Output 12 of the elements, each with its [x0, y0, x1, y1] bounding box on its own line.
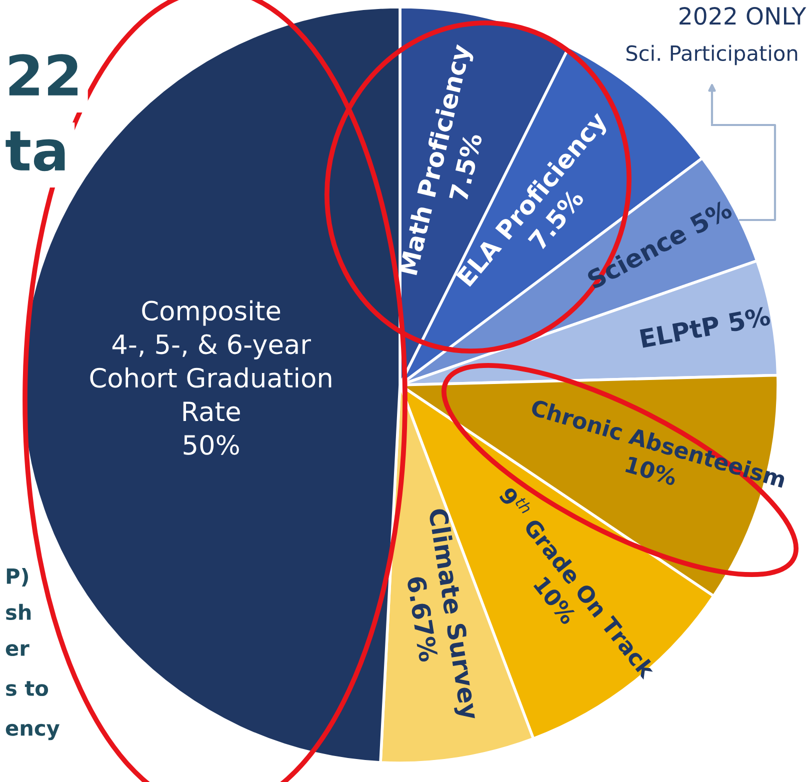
data-label: 50% [184, 434, 239, 455]
text: ta [6, 131, 65, 172]
text: 2022 ONLY [680, 6, 806, 25]
slice-label: ELPtP 5% [640, 306, 771, 348]
text: P) [6, 568, 28, 586]
text: ency [6, 724, 60, 740]
text: 22 [9, 54, 78, 96]
text: s to [6, 681, 48, 696]
text: er [6, 644, 30, 656]
text: Sci. Participation [626, 44, 798, 66]
text: sh [6, 604, 31, 620]
slice-label: Composite 4-, 5-, & 6-year Cohort Graduation Rate [90, 300, 332, 422]
